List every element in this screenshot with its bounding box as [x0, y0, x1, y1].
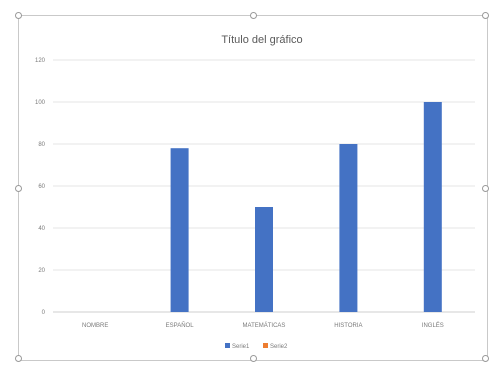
- x-category-label: HISTORIA: [334, 323, 362, 329]
- legend: Serie1 Serie2: [225, 343, 288, 350]
- resize-handle-left[interactable]: [15, 185, 22, 192]
- y-tick-label: 120: [35, 58, 46, 64]
- x-category-label: MATEMÁTICAS: [243, 322, 286, 329]
- legend-swatch: [263, 343, 268, 348]
- x-category-label: ESPAÑOL: [166, 322, 195, 329]
- legend-label: Serie2: [270, 344, 288, 350]
- resize-handle-top[interactable]: [250, 12, 257, 19]
- resize-handle-bottom[interactable]: [250, 355, 257, 362]
- bars: [170, 102, 442, 312]
- resize-handle-top-right[interactable]: [482, 12, 489, 19]
- resize-handle-bottom-left[interactable]: [15, 355, 22, 362]
- bar-español[interactable]: [170, 148, 189, 312]
- x-axis-category-labels: NOMBRE ESPAÑOL MATEMÁTICAS HISTORIA INGLÉS: [82, 322, 444, 329]
- x-category-label: INGLÉS: [422, 322, 444, 329]
- chart-frame[interactable]: Título del gráfico 0 20 40 60 80 100 120 NOMBR…: [15, 12, 489, 362]
- legend-label: Serie1: [232, 344, 250, 350]
- y-tick-label: 80: [38, 142, 45, 148]
- y-tick-label: 0: [42, 310, 46, 316]
- resize-handle-bottom-right[interactable]: [482, 355, 489, 362]
- resize-handle-top-left[interactable]: [15, 12, 22, 19]
- y-tick-label: 20: [38, 268, 45, 274]
- bar-inglés[interactable]: [423, 102, 442, 312]
- resize-handle-right[interactable]: [482, 185, 489, 192]
- chart-title: Título del gráfico: [221, 34, 302, 46]
- bar-matemáticas[interactable]: [255, 207, 273, 312]
- y-axis-tick-labels: 0 20 40 60 80 100 120: [35, 58, 46, 316]
- y-tick-label: 40: [38, 226, 45, 232]
- x-category-label: NOMBRE: [82, 323, 108, 329]
- legend-swatch: [225, 343, 230, 348]
- y-tick-label: 100: [35, 100, 46, 106]
- bar-historia[interactable]: [339, 144, 358, 312]
- bar-chart: Título del gráfico 0 20 40 60 80 100 120 NOMBR…: [35, 34, 475, 350]
- y-tick-label: 60: [38, 184, 45, 190]
